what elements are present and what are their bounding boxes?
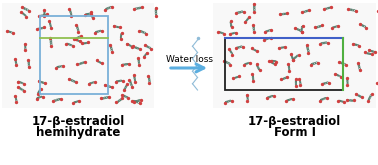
Text: 17-β-estradiol: 17-β-estradiol xyxy=(31,115,125,128)
Text: hemihydrate: hemihydrate xyxy=(36,126,120,139)
Bar xyxy=(213,3,376,108)
Text: Water loss: Water loss xyxy=(166,55,212,64)
Text: 17-β-estradiol: 17-β-estradiol xyxy=(248,115,341,128)
Bar xyxy=(225,38,343,90)
Bar xyxy=(40,16,108,94)
Text: Form I: Form I xyxy=(274,126,316,139)
Bar xyxy=(2,3,154,108)
